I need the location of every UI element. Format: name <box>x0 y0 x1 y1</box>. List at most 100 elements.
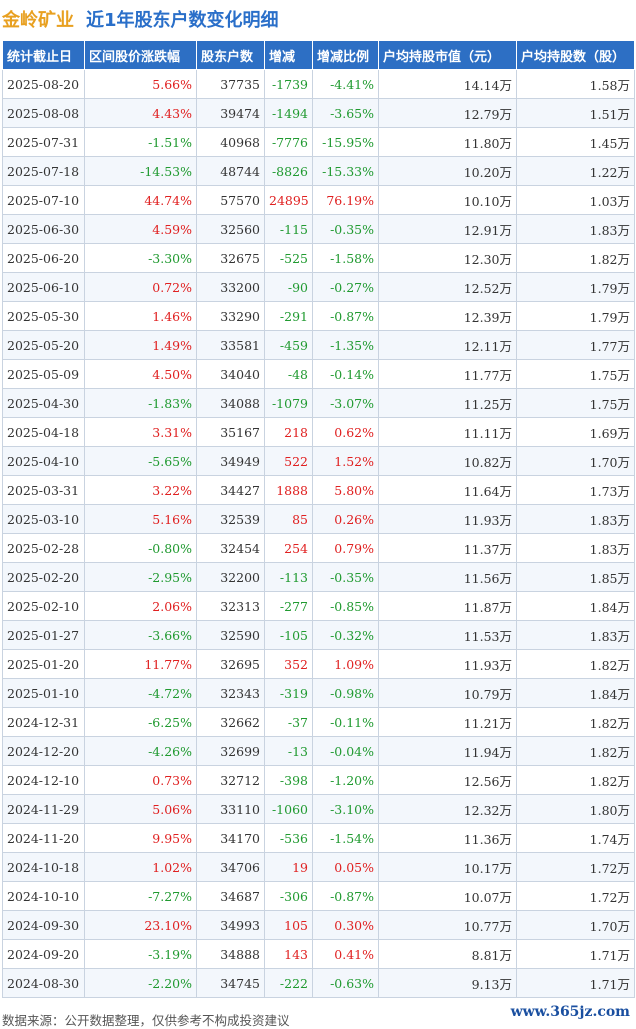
table-header-row: 统计截止日 区间股价涨跌幅 股东户数 增减 增减比例 户均持股市值（元） 户均持… <box>2 40 635 70</box>
cell-price-change: -4.26% <box>84 736 197 766</box>
cell-avg-shares: 1.45万 <box>516 127 635 157</box>
cell-avg-value: 12.32万 <box>378 794 517 824</box>
cell-avg-shares: 1.79万 <box>516 272 635 302</box>
cell-change-ratio: 0.62% <box>312 417 379 447</box>
cell-change-ratio: -0.87% <box>312 301 379 331</box>
cell-change: 105 <box>264 910 313 940</box>
table-row: 2024-12-20 -4.26% 32699 -13 -0.04% 11.94万 1.82… <box>2 736 635 766</box>
table-row: 2025-03-10 5.16% 32539 85 0.26% 11.93万 1.83万 <box>2 504 635 534</box>
cell-avg-value: 10.07万 <box>378 881 517 911</box>
cell-holders: 34170 <box>196 823 265 853</box>
page-title: 近1年股东户数变化明细 <box>86 10 279 31</box>
cell-holders: 34040 <box>196 359 265 389</box>
table-row: 2024-11-20 9.95% 34170 -536 -1.54% 11.36万 1.74… <box>2 823 635 853</box>
cell-avg-value: 10.79万 <box>378 678 517 708</box>
cell-avg-shares: 1.51万 <box>516 98 635 128</box>
cell-holders: 32313 <box>196 591 265 621</box>
cell-change-ratio: -3.65% <box>312 98 379 128</box>
cell-avg-value: 11.11万 <box>378 417 517 447</box>
cell-change-ratio: -1.20% <box>312 765 379 795</box>
table-row: 2025-08-20 5.66% 37735 -1739 -4.41% 14.14万 1.5… <box>2 69 635 99</box>
cell-avg-shares: 1.73万 <box>516 475 635 505</box>
table-row: 2025-06-30 4.59% 32560 -115 -0.35% 12.91万 1.83… <box>2 214 635 244</box>
cell-holders: 33290 <box>196 301 265 331</box>
table-row: 2025-01-20 11.77% 32695 352 1.09% 11.93万 1.82万 <box>2 649 635 679</box>
cell-avg-value: 8.81万 <box>378 939 517 969</box>
cell-price-change: -2.20% <box>84 968 197 998</box>
cell-date: 2025-08-08 <box>2 98 85 128</box>
cell-change: -277 <box>264 591 313 621</box>
cell-date: 2024-11-20 <box>2 823 85 853</box>
cell-date: 2025-04-10 <box>2 446 85 476</box>
cell-change: -105 <box>264 620 313 650</box>
cell-change-ratio: 0.26% <box>312 504 379 534</box>
table-row: 2025-06-10 0.72% 33200 -90 -0.27% 12.52万 1.79万 <box>2 272 635 302</box>
site-watermark: www.365jz.com <box>510 1004 630 1020</box>
cell-change: 352 <box>264 649 313 679</box>
cell-avg-value: 10.20万 <box>378 156 517 186</box>
cell-change: -291 <box>264 301 313 331</box>
column-header: 统计截止日 <box>2 40 85 70</box>
cell-avg-value: 12.56万 <box>378 765 517 795</box>
table-row: 2025-01-10 -4.72% 32343 -319 -0.98% 10.79万 1.8… <box>2 678 635 708</box>
cell-change: -48 <box>264 359 313 389</box>
cell-holders: 34427 <box>196 475 265 505</box>
cell-change: 24895 <box>264 185 313 215</box>
cell-date: 2025-04-30 <box>2 388 85 418</box>
cell-date: 2024-09-30 <box>2 910 85 940</box>
cell-avg-value: 14.14万 <box>378 69 517 99</box>
cell-change: -1060 <box>264 794 313 824</box>
cell-date: 2025-04-18 <box>2 417 85 447</box>
table-row: 2025-05-20 1.49% 33581 -459 -1.35% 12.11万 1.77… <box>2 330 635 360</box>
cell-change: 85 <box>264 504 313 534</box>
cell-holders: 34993 <box>196 910 265 940</box>
cell-price-change: 2.06% <box>84 591 197 621</box>
cell-change-ratio: -4.41% <box>312 69 379 99</box>
cell-holders: 32675 <box>196 243 265 273</box>
cell-date: 2025-02-28 <box>2 533 85 563</box>
table-row: 2024-12-31 -6.25% 32662 -37 -0.11% 11.21万 1.82… <box>2 707 635 737</box>
cell-avg-shares: 1.82万 <box>516 707 635 737</box>
table-row: 2024-08-30 -2.20% 34745 -222 -0.63% 9.13万 1.71… <box>2 968 635 998</box>
cell-change-ratio: -3.07% <box>312 388 379 418</box>
cell-price-change: 23.10% <box>84 910 197 940</box>
cell-date: 2024-12-20 <box>2 736 85 766</box>
cell-change-ratio: 5.80% <box>312 475 379 505</box>
cell-date: 2024-12-31 <box>2 707 85 737</box>
cell-change-ratio: 0.41% <box>312 939 379 969</box>
column-header: 户均持股市值（元） <box>378 40 517 70</box>
cell-date: 2025-02-10 <box>2 591 85 621</box>
cell-price-change: 5.66% <box>84 69 197 99</box>
cell-change: -37 <box>264 707 313 737</box>
cell-avg-shares: 1.70万 <box>516 446 635 476</box>
cell-price-change: -1.51% <box>84 127 197 157</box>
cell-price-change: 4.43% <box>84 98 197 128</box>
cell-change-ratio: -0.87% <box>312 881 379 911</box>
cell-holders: 32560 <box>196 214 265 244</box>
cell-date: 2024-11-29 <box>2 794 85 824</box>
cell-price-change: -4.72% <box>84 678 197 708</box>
cell-holders: 34888 <box>196 939 265 969</box>
cell-price-change: 3.22% <box>84 475 197 505</box>
cell-avg-shares: 1.03万 <box>516 185 635 215</box>
cell-avg-shares: 1.79万 <box>516 301 635 331</box>
cell-change: -306 <box>264 881 313 911</box>
cell-price-change: 1.46% <box>84 301 197 331</box>
cell-change-ratio: -1.35% <box>312 330 379 360</box>
table-row: 2025-07-10 44.74% 57570 24895 76.19% 10.10万 1.… <box>2 185 635 215</box>
cell-avg-value: 11.21万 <box>378 707 517 737</box>
cell-avg-value: 12.11万 <box>378 330 517 360</box>
cell-date: 2025-06-10 <box>2 272 85 302</box>
cell-avg-shares: 1.75万 <box>516 359 635 389</box>
cell-change: -222 <box>264 968 313 998</box>
cell-avg-value: 11.53万 <box>378 620 517 650</box>
cell-holders: 35167 <box>196 417 265 447</box>
cell-avg-value: 11.36万 <box>378 823 517 853</box>
cell-holders: 32539 <box>196 504 265 534</box>
cell-change: 254 <box>264 533 313 563</box>
cell-change-ratio: -1.54% <box>312 823 379 853</box>
cell-avg-shares: 1.82万 <box>516 765 635 795</box>
cell-date: 2024-10-18 <box>2 852 85 882</box>
title-bar: 金岭矿业 近1年股东户数变化明细 <box>0 0 636 38</box>
table-row: 2025-07-31 -1.51% 40968 -7776 -15.95% 11.80万 1… <box>2 127 635 157</box>
